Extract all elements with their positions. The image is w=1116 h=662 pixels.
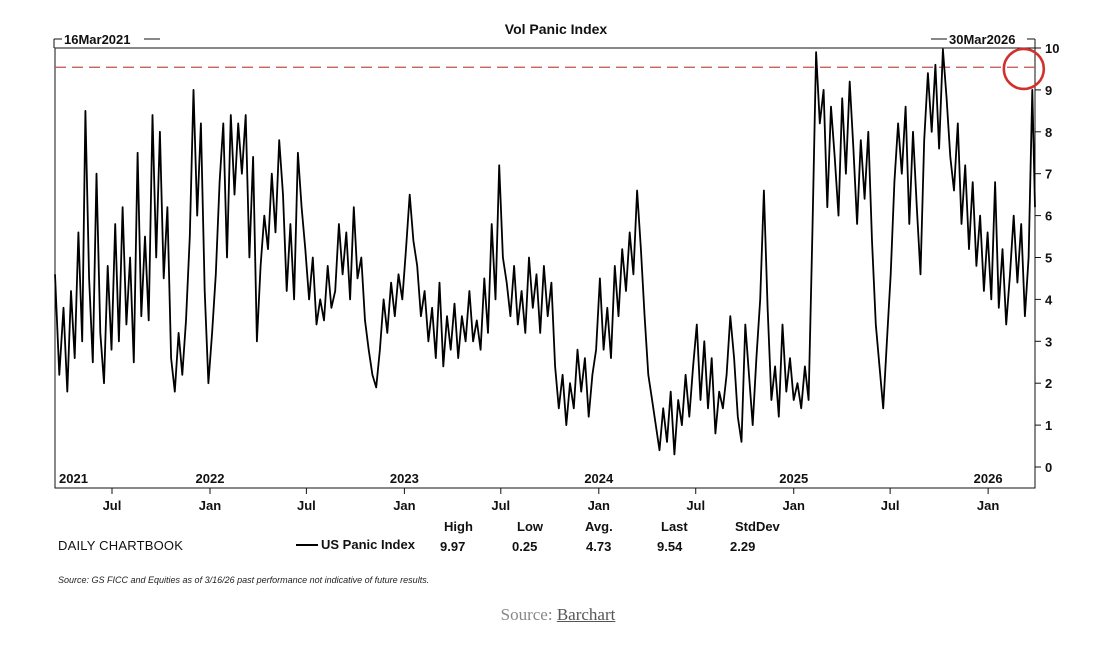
x-tick-label: Jan: [783, 498, 805, 510]
disclaimer: Source: GS FICC and Equities as of 3/16/…: [58, 575, 430, 585]
start-date-marker: 16Mar2021: [53, 32, 160, 48]
year-label: 2022: [196, 471, 225, 486]
y-tick-label: 5: [1045, 251, 1052, 266]
x-axis: Jul Jan Jul Jan Jul Jan Jul Jan Jul Jan: [103, 488, 999, 510]
plot-frame: [54, 47, 1036, 489]
series-group: [54, 48, 1036, 456]
y-tick-label: 3: [1045, 334, 1052, 349]
stat-value-last: 9.54: [657, 539, 683, 554]
x-tick-label: Jan: [393, 498, 415, 510]
stat-header-low: Low: [517, 519, 543, 534]
highlight-circle: [1002, 47, 1046, 91]
stat-value-avg: 4.73: [586, 539, 612, 554]
y-tick-label: 10: [1045, 41, 1059, 56]
legend-swatch: [296, 543, 318, 546]
x-tick-label: Jul: [881, 498, 900, 510]
stat-header-avg: Avg.: [585, 519, 613, 534]
year-labels: 2021 2022 2023 2024 2025 2026: [59, 471, 1003, 486]
source-link[interactable]: Barchart: [556, 605, 616, 624]
x-tick-label: Jan: [199, 498, 221, 510]
x-tick-label: Jan: [977, 498, 999, 510]
stat-value-low: 0.25: [512, 539, 538, 554]
legend-entry: US Panic Index: [296, 537, 415, 552]
x-tick-label: Jan: [588, 498, 610, 510]
x-tick-label: Jul: [103, 498, 122, 510]
stat-value-high: 9.97: [440, 539, 466, 554]
year-label: 2026: [974, 471, 1003, 486]
y-tick-label: 8: [1045, 125, 1052, 140]
year-label: 2021: [59, 471, 88, 486]
y-axis: 0 1 2 3 4 5 6 7 8 9 10: [1035, 41, 1059, 475]
y-tick-label: 9: [1045, 83, 1052, 98]
stat-header-stddev: StdDev: [735, 519, 780, 534]
series-line-us-panic-index: [54, 48, 1036, 456]
chart-title: Vol Panic Index: [505, 21, 608, 37]
x-tick-label: Jul: [686, 498, 705, 510]
y-tick-label: 4: [1045, 292, 1053, 307]
y-tick-label: 6: [1045, 209, 1052, 224]
stat-header-high: High: [444, 519, 473, 534]
year-label: 2023: [390, 471, 419, 486]
legend-label: US Panic Index: [321, 537, 415, 552]
x-tick-label: Jul: [297, 498, 316, 510]
brand-label: DAILY CHARTBOOK: [58, 538, 184, 553]
y-tick-label: 7: [1045, 167, 1052, 182]
stat-value-stddev: 2.29: [730, 539, 756, 554]
y-tick-label: 0: [1045, 460, 1052, 475]
year-label: 2024: [584, 471, 614, 486]
x-tick-label: Jul: [491, 498, 510, 510]
stat-header-last: Last: [661, 519, 688, 534]
y-tick-label: 1: [1045, 418, 1052, 433]
source-prefix: Source:: [500, 605, 553, 624]
end-date-marker: 30Mar2026: [931, 32, 1036, 48]
stats-panel: DAILY CHARTBOOK US Panic Index High Low …: [0, 515, 1116, 565]
vol-panic-chart: Vol Panic Index 16Mar2021 30Mar2026 0 1 2 3…: [53, 21, 1059, 510]
source-caption: Source: Barchart: [0, 605, 1116, 625]
start-date-label: 16Mar2021: [64, 32, 131, 47]
y-tick-label: 2: [1045, 376, 1052, 391]
year-label: 2025: [779, 471, 808, 486]
end-date-label: 30Mar2026: [949, 32, 1016, 47]
